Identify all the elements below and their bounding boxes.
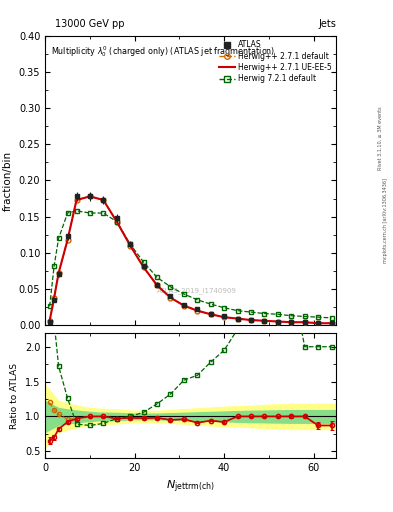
X-axis label: $N_{\mathrm{jettrm(ch)}}$: $N_{\mathrm{jettrm(ch)}}$ <box>166 479 215 495</box>
Text: Jets: Jets <box>318 18 336 29</box>
Text: Rivet 3.1.10, ≥ 3M events: Rivet 3.1.10, ≥ 3M events <box>378 106 383 170</box>
Text: 13000 GeV pp: 13000 GeV pp <box>55 18 125 29</box>
Legend: ATLAS, Herwig++ 2.7.1 default, Herwig++ 2.7.1 UE-EE-5, Herwig 7.2.1 default: ATLAS, Herwig++ 2.7.1 default, Herwig++ … <box>216 37 334 87</box>
Text: Multiplicity $\lambda_0^0$ (charged only) (ATLAS jet fragmentation): Multiplicity $\lambda_0^0$ (charged only… <box>51 45 275 59</box>
Text: ATLAS_2019_I1740909: ATLAS_2019_I1740909 <box>156 287 236 294</box>
Y-axis label: Ratio to ATLAS: Ratio to ATLAS <box>10 362 19 429</box>
Text: mcplots.cern.ch [arXiv:1306.3436]: mcplots.cern.ch [arXiv:1306.3436] <box>384 178 388 263</box>
Y-axis label: fraction/bin: fraction/bin <box>3 151 13 210</box>
